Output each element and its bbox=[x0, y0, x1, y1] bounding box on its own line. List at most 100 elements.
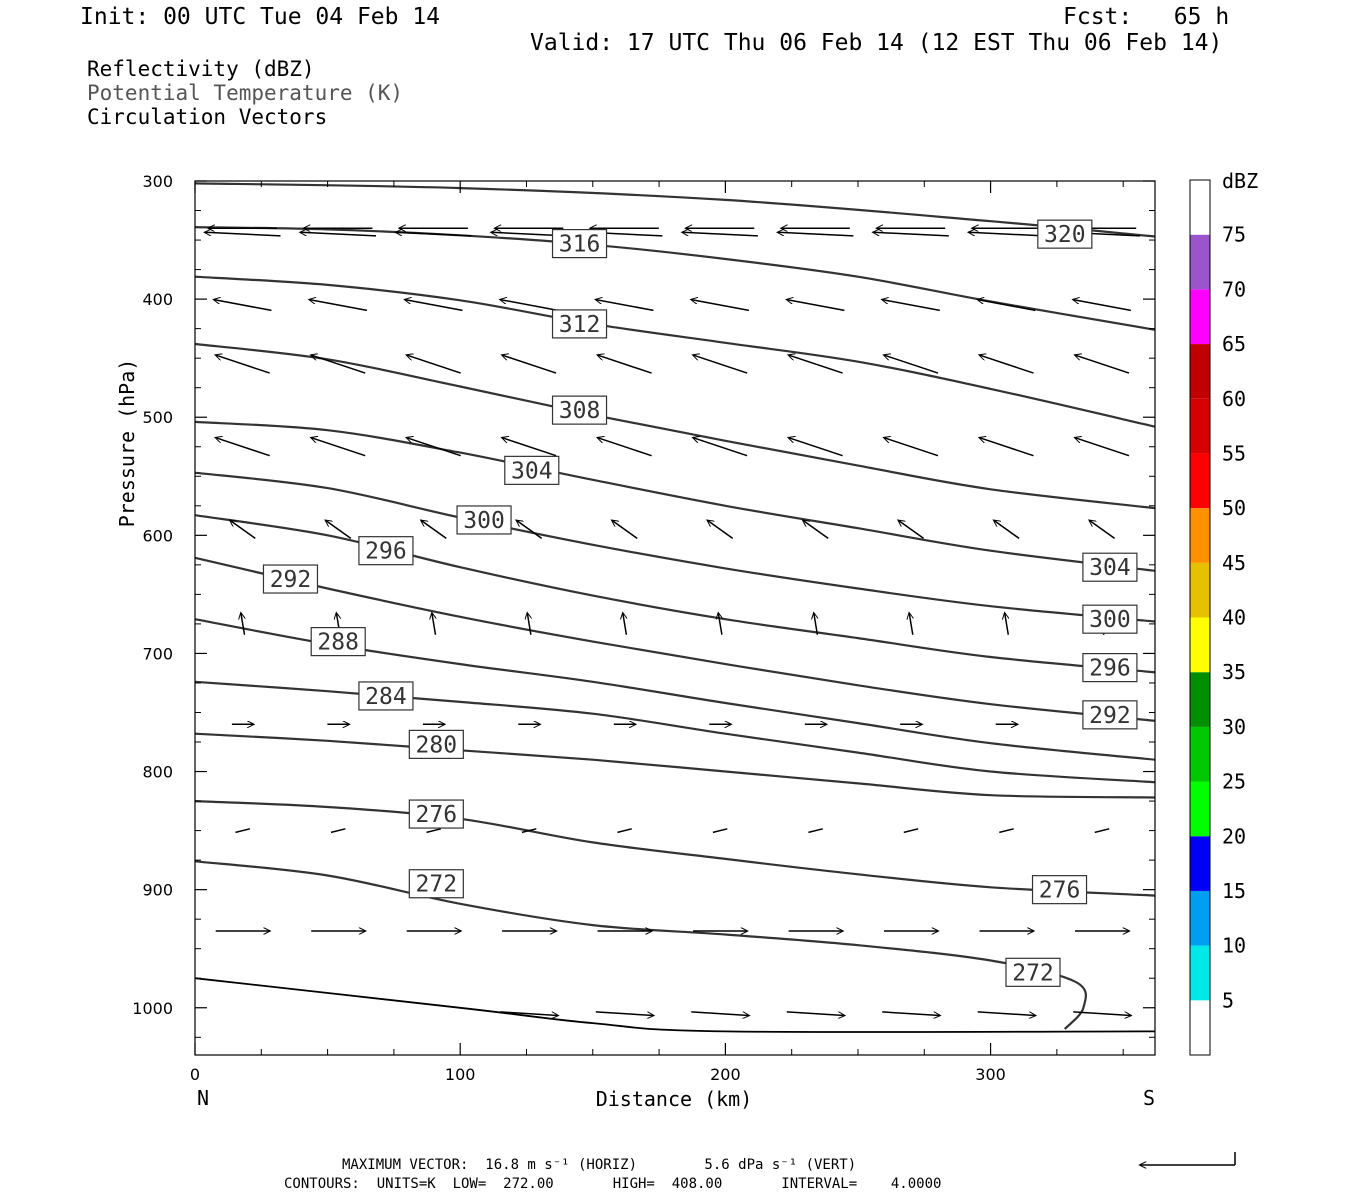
forecast-hour: Fcst: 65 h bbox=[1063, 4, 1230, 30]
contour-label: 292 bbox=[262, 564, 319, 594]
circulation-vector bbox=[814, 613, 818, 635]
contour-label: 284 bbox=[358, 681, 414, 711]
circulation-vector bbox=[326, 520, 352, 540]
svg-text:276: 276 bbox=[1039, 878, 1081, 904]
circulation-vector bbox=[708, 520, 734, 540]
theta-contour-312 bbox=[194, 275, 1156, 428]
contour-label: 300 bbox=[456, 505, 512, 535]
colorbar-segment bbox=[1190, 726, 1210, 782]
colorbar-tick-label: 40 bbox=[1222, 606, 1246, 630]
contour-label: 272 bbox=[408, 869, 464, 899]
contour-label: 312 bbox=[551, 309, 608, 339]
theta-contour-280 bbox=[194, 732, 1156, 799]
contour-label: 300 bbox=[1082, 604, 1138, 634]
circulation-vector bbox=[712, 828, 728, 834]
circulation-vector bbox=[691, 1011, 749, 1016]
colorbar-tick-label: 25 bbox=[1222, 770, 1246, 794]
colorbar-segment bbox=[1190, 945, 1210, 1001]
circulation-vector bbox=[432, 613, 436, 635]
circulation-vector bbox=[969, 232, 1045, 237]
contour-label: 292 bbox=[1082, 700, 1138, 730]
circulation-vector bbox=[787, 300, 845, 312]
contour-label: 276 bbox=[408, 799, 464, 829]
colorbar-tick-label: 70 bbox=[1222, 277, 1246, 301]
theta-contour-304 bbox=[194, 420, 1156, 572]
circulation-vector bbox=[977, 1011, 1036, 1016]
svg-text:308: 308 bbox=[559, 398, 601, 424]
circulation-vector bbox=[1005, 613, 1009, 635]
circulation-vector bbox=[407, 438, 461, 457]
circulation-vector bbox=[898, 520, 925, 540]
circulation-vector bbox=[803, 520, 829, 540]
circulation-vector bbox=[596, 300, 654, 312]
svg-text:292: 292 bbox=[270, 567, 312, 593]
field-potential-temperature: Potential Temperature (K) bbox=[87, 81, 404, 105]
theta-contour-292 bbox=[194, 556, 1156, 722]
circulation-vector bbox=[426, 828, 442, 834]
circulation-vector bbox=[214, 300, 272, 312]
contour-label: 304 bbox=[504, 455, 560, 485]
svg-text:312: 312 bbox=[559, 312, 601, 338]
svg-text:296: 296 bbox=[365, 539, 407, 565]
colorbar-tick-label: 20 bbox=[1222, 824, 1246, 848]
theta-contour-272 bbox=[194, 860, 1087, 1030]
svg-text:300: 300 bbox=[1089, 607, 1131, 633]
circulation-vector bbox=[1089, 520, 1116, 540]
contour-label: 280 bbox=[408, 729, 464, 759]
y-tick-label: 600 bbox=[142, 526, 173, 545]
circulation-vector bbox=[978, 300, 1036, 312]
circulation-vector bbox=[994, 520, 1020, 540]
theta-contour-320 bbox=[194, 182, 1156, 238]
colorbar-tick-label: 55 bbox=[1222, 441, 1246, 465]
reference-vector bbox=[1140, 1152, 1236, 1165]
valid-time: Valid: 17 UTC Thu 06 Feb 14 (12 EST Thu … bbox=[530, 30, 1223, 56]
circulation-vector bbox=[300, 232, 377, 237]
circulation-vector bbox=[500, 1011, 558, 1016]
circulation-vector bbox=[691, 300, 750, 312]
colorbar-segment bbox=[1190, 453, 1210, 509]
colorbar-segment bbox=[1190, 344, 1210, 399]
y-axis-label: Pressure (hPa) bbox=[115, 359, 139, 528]
y-tick-label: 500 bbox=[142, 408, 173, 427]
colorbar-tick-label: 15 bbox=[1222, 879, 1246, 903]
circulation-vector bbox=[693, 438, 748, 457]
init-time: Init: 00 UTC Tue 04 Feb 14 bbox=[80, 4, 441, 30]
contour-label: 316 bbox=[551, 228, 608, 259]
colorbar-title: dBZ bbox=[1222, 169, 1258, 193]
circulation-vector bbox=[786, 1011, 845, 1016]
colorbar-tick-label: 30 bbox=[1222, 715, 1246, 739]
circulation-vector bbox=[230, 520, 256, 540]
circulation-vector bbox=[1075, 438, 1130, 457]
circulation-vector bbox=[502, 355, 557, 374]
circulation-vector bbox=[682, 232, 758, 237]
colorbar-tick-label: 5 bbox=[1222, 988, 1234, 1012]
circulation-vector bbox=[396, 232, 472, 237]
theta-contour-284 bbox=[194, 680, 1156, 784]
colorbar-tick-label: 10 bbox=[1222, 934, 1246, 958]
field-reflectivity: Reflectivity (dBZ) bbox=[87, 57, 315, 81]
circulation-vector bbox=[909, 613, 913, 635]
x-tick-label: 100 bbox=[445, 1065, 476, 1084]
svg-text:320: 320 bbox=[1044, 222, 1086, 248]
contour-label: 304 bbox=[1082, 552, 1138, 582]
circulation-vector bbox=[407, 355, 461, 374]
contour-label: 288 bbox=[310, 627, 366, 657]
colorbar-segment bbox=[1190, 289, 1210, 345]
contour-label: 308 bbox=[551, 395, 608, 425]
circulation-vector bbox=[873, 232, 949, 237]
field-circulation-vectors: Circulation Vectors bbox=[87, 105, 328, 129]
svg-text:304: 304 bbox=[1089, 555, 1131, 581]
svg-text:304: 304 bbox=[511, 458, 553, 484]
circulation-vector bbox=[521, 828, 537, 834]
circulation-vector bbox=[235, 828, 251, 834]
y-tick-label: 800 bbox=[142, 763, 173, 782]
south-label: S bbox=[1143, 1086, 1155, 1110]
theta-contour-308 bbox=[194, 342, 1156, 510]
theta-contour-316 bbox=[194, 226, 1156, 331]
circulation-vector bbox=[205, 232, 281, 237]
colorbar-segment bbox=[1190, 180, 1210, 235]
circulation-vector bbox=[309, 300, 368, 312]
circulation-vector bbox=[598, 355, 652, 374]
y-tick-label: 1000 bbox=[132, 999, 173, 1018]
circulation-vector bbox=[612, 520, 638, 540]
